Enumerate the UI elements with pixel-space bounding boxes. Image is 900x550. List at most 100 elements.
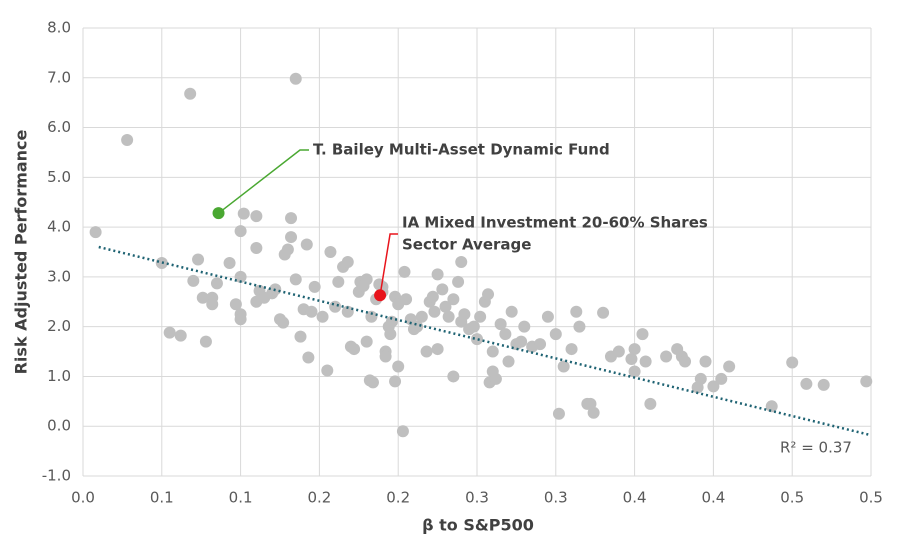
point (196, 291, 209, 304)
y-tick-label: 7.0 (47, 68, 71, 86)
point (458, 308, 471, 321)
x-tick-label: 0.1 (150, 489, 174, 507)
point (285, 212, 298, 225)
y-tick-label: 2.0 (47, 317, 71, 335)
point (396, 425, 409, 438)
point (800, 377, 813, 390)
point (426, 290, 439, 303)
leader-line (379, 233, 398, 296)
point (534, 338, 547, 351)
point (587, 406, 600, 419)
y-tick-label: 1.0 (47, 367, 71, 385)
point (234, 313, 247, 326)
point (250, 210, 263, 223)
point (192, 253, 205, 266)
point (289, 72, 302, 85)
point (552, 407, 565, 420)
point (817, 378, 830, 391)
point (455, 255, 468, 268)
point (415, 310, 428, 323)
point (447, 370, 460, 383)
y-tick-label: 5.0 (47, 168, 71, 186)
point (289, 273, 302, 286)
x-tick-label: 0.5 (859, 489, 883, 507)
point (474, 310, 487, 323)
point (570, 305, 583, 318)
x-axis-title: β to S&P500 (422, 516, 534, 535)
point (341, 255, 354, 268)
x-tick-label: 0.2 (307, 489, 331, 507)
point (285, 231, 298, 244)
point (486, 345, 499, 358)
point (447, 293, 460, 306)
point (348, 343, 361, 356)
point (206, 298, 219, 311)
point (786, 356, 799, 369)
point (210, 277, 223, 290)
point (360, 335, 373, 348)
y-axis-title: Risk Adjusted Performance (12, 129, 31, 374)
x-tick-label: 0.3 (544, 489, 568, 507)
point (541, 310, 554, 323)
point (324, 246, 337, 258)
point (723, 360, 736, 373)
y-tick-label: 0.0 (47, 417, 71, 435)
point (765, 400, 778, 413)
leader-line (218, 149, 309, 214)
point (302, 351, 315, 364)
point (518, 320, 531, 333)
point (384, 328, 397, 341)
point (187, 274, 200, 287)
point (679, 355, 692, 368)
point (431, 268, 444, 281)
point (707, 380, 720, 393)
point (625, 353, 638, 366)
point (379, 350, 392, 363)
y-tick-label: 3.0 (47, 267, 71, 285)
point (89, 226, 102, 239)
point (439, 300, 452, 313)
point (294, 330, 307, 343)
point (237, 207, 250, 220)
point (365, 310, 378, 323)
point (549, 328, 562, 341)
point (234, 225, 247, 238)
highlight-point (212, 207, 225, 220)
point (636, 328, 649, 341)
point (329, 300, 342, 313)
point (229, 298, 242, 311)
point (489, 372, 502, 385)
point (573, 320, 586, 333)
point (436, 283, 449, 296)
point (305, 305, 318, 318)
point (442, 310, 455, 323)
y-tick-label: 6.0 (47, 118, 71, 136)
x-tick-label: 0.0 (71, 489, 95, 507)
point (332, 275, 345, 288)
point (452, 275, 465, 288)
point (467, 320, 480, 333)
highlight-point (374, 289, 387, 302)
point (644, 397, 657, 410)
annotation-label: T. Bailey Multi-Asset Dynamic Fund (313, 141, 610, 159)
x-tick-label: 0.5 (780, 489, 804, 507)
point (471, 333, 483, 346)
point (389, 375, 402, 388)
point (499, 328, 512, 341)
point (565, 343, 578, 356)
point (400, 293, 413, 306)
point (250, 242, 263, 255)
annotation-label: Sector Average (402, 236, 531, 254)
point (860, 375, 873, 388)
point (277, 316, 290, 329)
point (360, 273, 373, 286)
x-tick-label: 0.4 (701, 489, 725, 507)
point (505, 305, 518, 318)
point (515, 335, 528, 348)
point (300, 238, 313, 251)
point (694, 372, 707, 385)
y-tick-label: -1.0 (42, 467, 71, 485)
point (628, 365, 641, 378)
point (308, 280, 321, 293)
point (385, 315, 398, 328)
